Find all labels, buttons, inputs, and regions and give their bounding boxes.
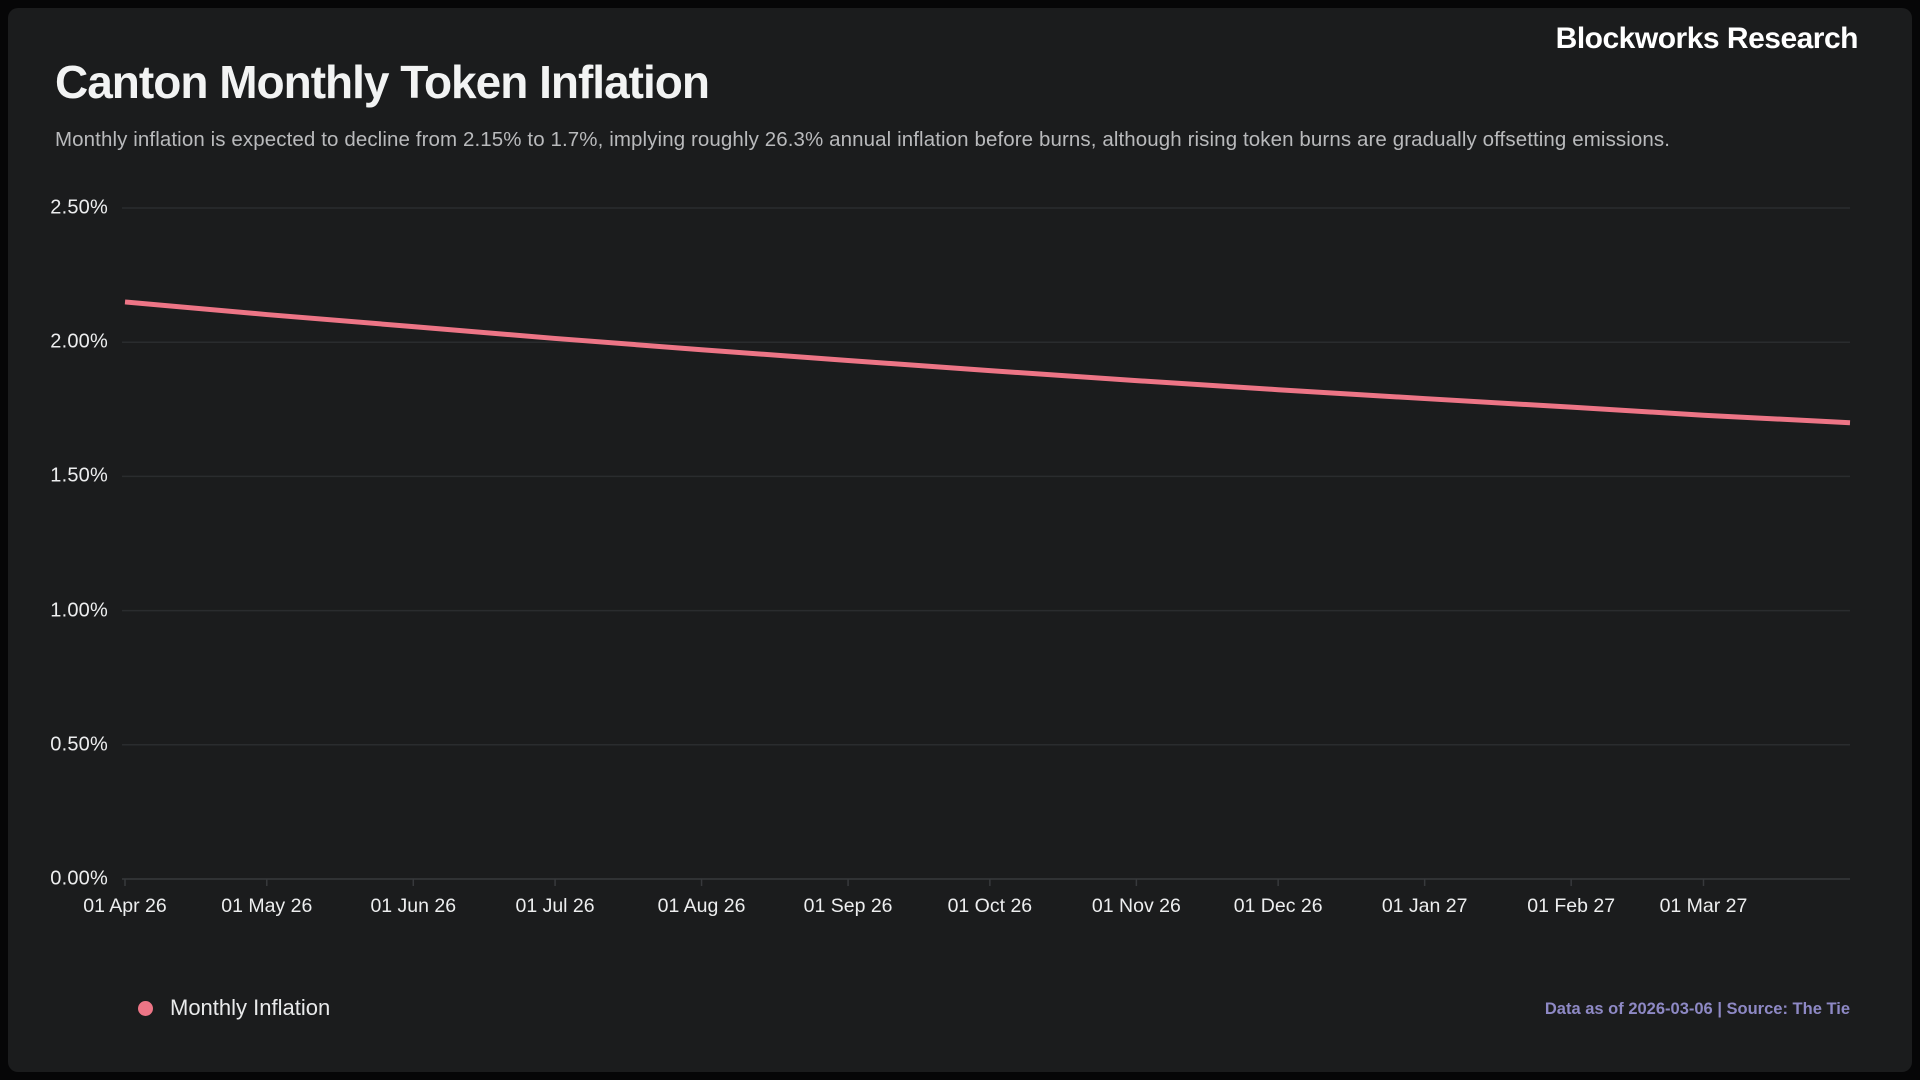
y-tick-label: 1.00% xyxy=(50,599,108,622)
x-tick-label: 01 Dec 26 xyxy=(1233,895,1323,917)
y-tick-label: 0.50% xyxy=(50,733,108,756)
y-tick-label: 1.50% xyxy=(50,464,108,487)
chart-subtitle: Monthly inflation is expected to decline… xyxy=(55,128,1671,151)
y-tick-label: 0.00% xyxy=(50,867,108,890)
series-lines xyxy=(124,299,1851,426)
x-tick-label: 01 Jan 27 xyxy=(1381,895,1468,917)
brand-logo: Blockworks Research xyxy=(1555,22,1859,55)
x-tick-label: 01 Jul 26 xyxy=(515,895,595,917)
x-tick-label: 01 May 26 xyxy=(221,895,313,917)
x-tick-label: 01 Mar 27 xyxy=(1659,895,1748,917)
x-tick-label: 01 Oct 26 xyxy=(947,895,1033,917)
source-note: Data as of 2026-03-06 | Source: The Tie xyxy=(1544,1000,1850,1018)
x-tick-label: 01 Sep 26 xyxy=(803,895,893,917)
legend-item-label: Monthly Inflation xyxy=(170,995,331,1020)
x-tick-label: 01 Apr 26 xyxy=(83,895,167,917)
legend[interactable]: Monthly Inflation xyxy=(138,995,330,1021)
inflation-line xyxy=(124,299,1851,426)
page-title: Canton Monthly Token Inflation xyxy=(55,56,710,108)
gridlines xyxy=(122,207,1850,880)
x-axis-ticks xyxy=(124,879,1705,886)
x-tick-label: 01 Feb 27 xyxy=(1527,895,1616,917)
y-tick-label: 2.50% xyxy=(50,196,108,219)
x-tick-label: 01 Aug 26 xyxy=(657,895,746,917)
legend-marker-dot xyxy=(138,1000,153,1016)
x-tick-label: 01 Jun 26 xyxy=(370,895,457,917)
chart-panel xyxy=(8,8,1912,1072)
y-tick-label: 2.00% xyxy=(50,330,108,353)
x-tick-label: 01 Nov 26 xyxy=(1091,895,1181,917)
